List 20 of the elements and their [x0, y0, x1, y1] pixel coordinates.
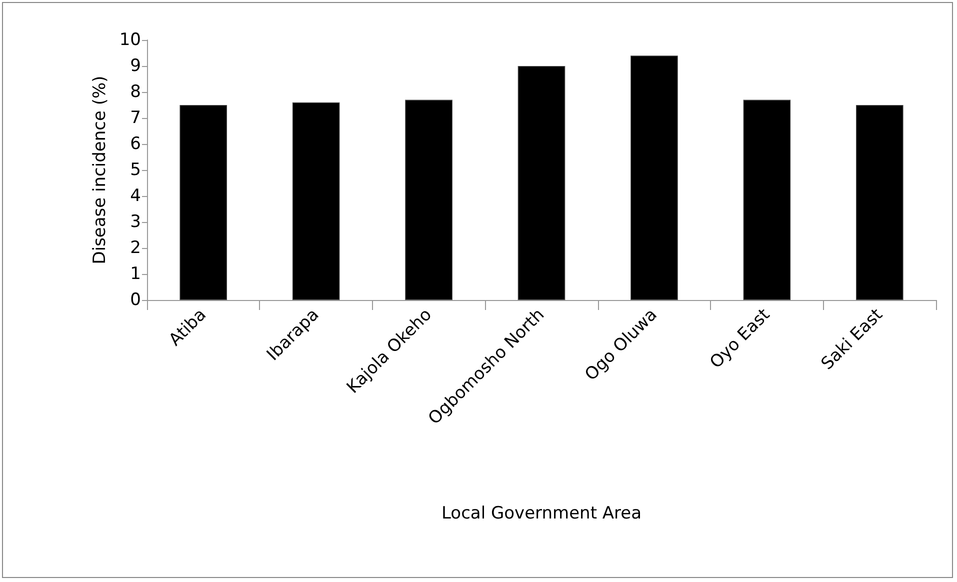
bar	[292, 102, 340, 300]
bar	[180, 105, 228, 300]
y-tick-label: 2	[130, 238, 141, 258]
bar	[630, 56, 678, 300]
y-tick-label: 0	[130, 290, 141, 310]
y-tick-label: 7	[130, 108, 141, 128]
y-tick-label: 3	[130, 212, 141, 232]
y-tick-label: 5	[130, 160, 141, 180]
y-tick-label: 6	[130, 134, 141, 154]
y-tick-label: 8	[130, 82, 141, 102]
x-axis-title: Local Government Area	[441, 504, 642, 524]
y-tick-label: 9	[130, 56, 141, 76]
bar	[743, 100, 791, 300]
y-tick-label: 10	[119, 30, 141, 50]
bar	[518, 66, 566, 300]
y-tick-label: 4	[130, 186, 141, 206]
y-tick-label: 1	[130, 264, 141, 284]
bar	[856, 105, 904, 300]
y-axis-title: Disease incidence (%)	[90, 76, 110, 264]
bar	[405, 100, 452, 300]
